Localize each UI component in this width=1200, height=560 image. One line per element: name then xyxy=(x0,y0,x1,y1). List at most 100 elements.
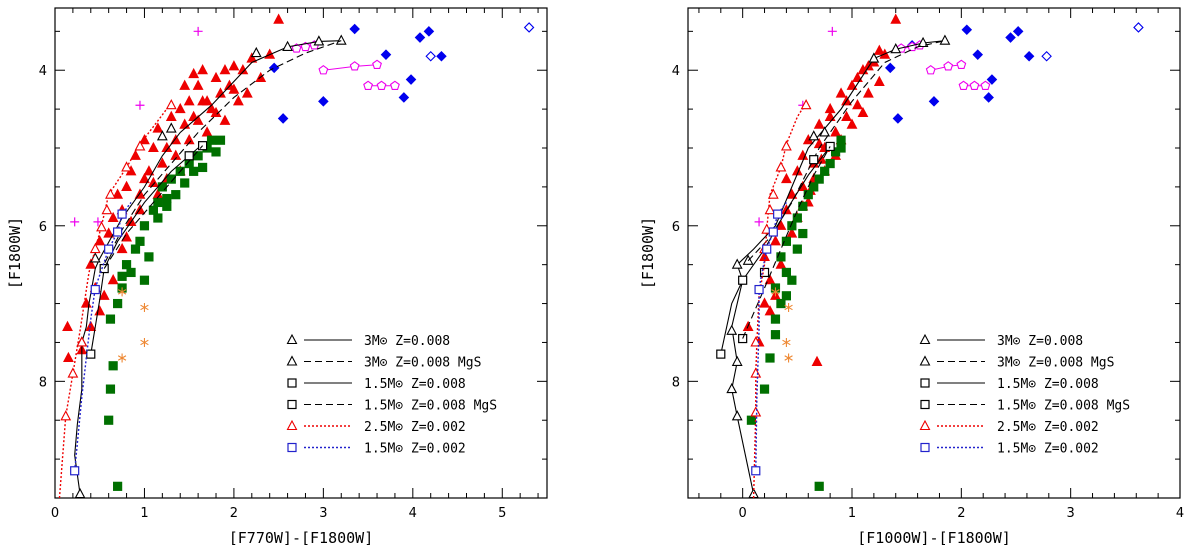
data-point xyxy=(764,305,776,316)
data-point xyxy=(211,147,221,157)
data-point xyxy=(380,49,392,60)
legend-marker-triangle xyxy=(286,419,298,431)
track-marker xyxy=(313,35,325,46)
data-point xyxy=(264,48,276,59)
x-tick-label: 1 xyxy=(140,506,148,521)
data-point xyxy=(103,227,115,238)
data-point xyxy=(363,80,374,90)
data-point xyxy=(780,172,792,184)
x-tick-label: 4 xyxy=(1176,506,1184,521)
data-point xyxy=(781,291,792,301)
x-tick-label: 0 xyxy=(739,506,747,521)
data-point xyxy=(830,126,842,137)
data-point xyxy=(135,100,145,110)
data-point xyxy=(792,213,802,223)
data-point xyxy=(857,106,869,118)
data-point xyxy=(398,92,410,103)
data-point xyxy=(219,64,231,75)
data-point xyxy=(836,143,846,153)
x-tick-label: 2 xyxy=(230,506,238,521)
data-point xyxy=(958,80,969,90)
data-point xyxy=(174,102,186,114)
data-point xyxy=(135,236,145,246)
data-point xyxy=(62,320,73,331)
scatter-set-triangle-filled xyxy=(62,13,285,363)
track-t6 xyxy=(70,202,132,476)
track-marker xyxy=(156,130,168,141)
legend-item-t4: 1.5M⊙ Z=0.008 MgS xyxy=(920,399,1130,414)
data-point xyxy=(798,228,808,239)
scatter-set-asterisk xyxy=(771,287,793,363)
data-point xyxy=(425,50,436,62)
data-point xyxy=(228,83,240,94)
track-marker xyxy=(751,466,761,476)
track-line-t6 xyxy=(73,202,132,471)
data-point xyxy=(764,274,776,285)
data-point xyxy=(956,59,967,69)
x-tick-label: 4 xyxy=(409,506,417,521)
track-marker xyxy=(773,209,783,219)
track-marker xyxy=(716,349,726,359)
linked-set xyxy=(925,59,967,75)
data-point xyxy=(210,71,222,83)
legend-label: 3M⊙ Z=0.008 MgS xyxy=(364,356,481,371)
data-point xyxy=(770,330,781,340)
data-point xyxy=(147,176,159,188)
y-axis-title: [F1800W] xyxy=(6,217,24,289)
data-point xyxy=(405,74,417,85)
data-point xyxy=(116,242,128,254)
scatter-set-triangle-filled xyxy=(742,13,902,366)
data-point xyxy=(183,134,195,145)
legend-label: 1.5M⊙ Z=0.008 MgS xyxy=(364,399,497,414)
track-marker xyxy=(750,367,762,378)
legend-marker-square xyxy=(287,442,297,453)
data-point xyxy=(436,50,447,62)
data-point xyxy=(206,135,217,145)
data-point xyxy=(983,92,994,103)
x-tick-label: 3 xyxy=(1067,506,1075,521)
data-point xyxy=(1133,22,1144,33)
data-point xyxy=(219,114,231,125)
track-marker xyxy=(750,406,762,417)
track-marker xyxy=(819,126,831,137)
track-line-t4 xyxy=(103,145,204,269)
track-t6 xyxy=(751,202,787,476)
data-point xyxy=(784,353,793,363)
track-marker xyxy=(89,242,101,254)
data-point xyxy=(215,135,226,145)
track-line-t1 xyxy=(731,40,945,495)
data-point xyxy=(792,244,802,254)
legend-item-t3: 1.5M⊙ Z=0.008 xyxy=(287,377,466,392)
data-point xyxy=(93,217,103,227)
data-point xyxy=(928,96,940,107)
track-marker xyxy=(890,43,902,54)
data-point xyxy=(827,26,837,36)
y-tick-label: 4 xyxy=(672,64,680,79)
data-point xyxy=(166,174,176,184)
track-marker xyxy=(767,188,779,199)
y-axis-title: [F1800W] xyxy=(639,217,657,289)
data-point xyxy=(852,71,863,83)
data-point xyxy=(105,384,116,394)
data-point xyxy=(318,65,329,75)
legend-item-t5: 2.5M⊙ Z=0.002 xyxy=(286,419,466,435)
data-point xyxy=(813,137,825,149)
legend-label: 2.5M⊙ Z=0.002 xyxy=(997,420,1099,435)
data-point xyxy=(770,235,781,246)
legend-label: 3M⊙ Z=0.008 xyxy=(997,334,1083,349)
data-point xyxy=(197,64,209,75)
scatter-set-diamond-open xyxy=(425,22,535,62)
data-point xyxy=(126,267,136,278)
track-marker xyxy=(731,355,743,366)
track-line-t5 xyxy=(752,102,807,498)
track-line-t3 xyxy=(90,143,203,355)
data-point xyxy=(787,275,797,285)
panel-1-frame xyxy=(54,7,548,499)
data-point xyxy=(192,114,204,125)
track-marker xyxy=(780,140,792,151)
data-point xyxy=(228,60,240,71)
track-line-t5 xyxy=(58,102,172,498)
data-point xyxy=(1005,32,1016,43)
data-point xyxy=(824,110,836,121)
